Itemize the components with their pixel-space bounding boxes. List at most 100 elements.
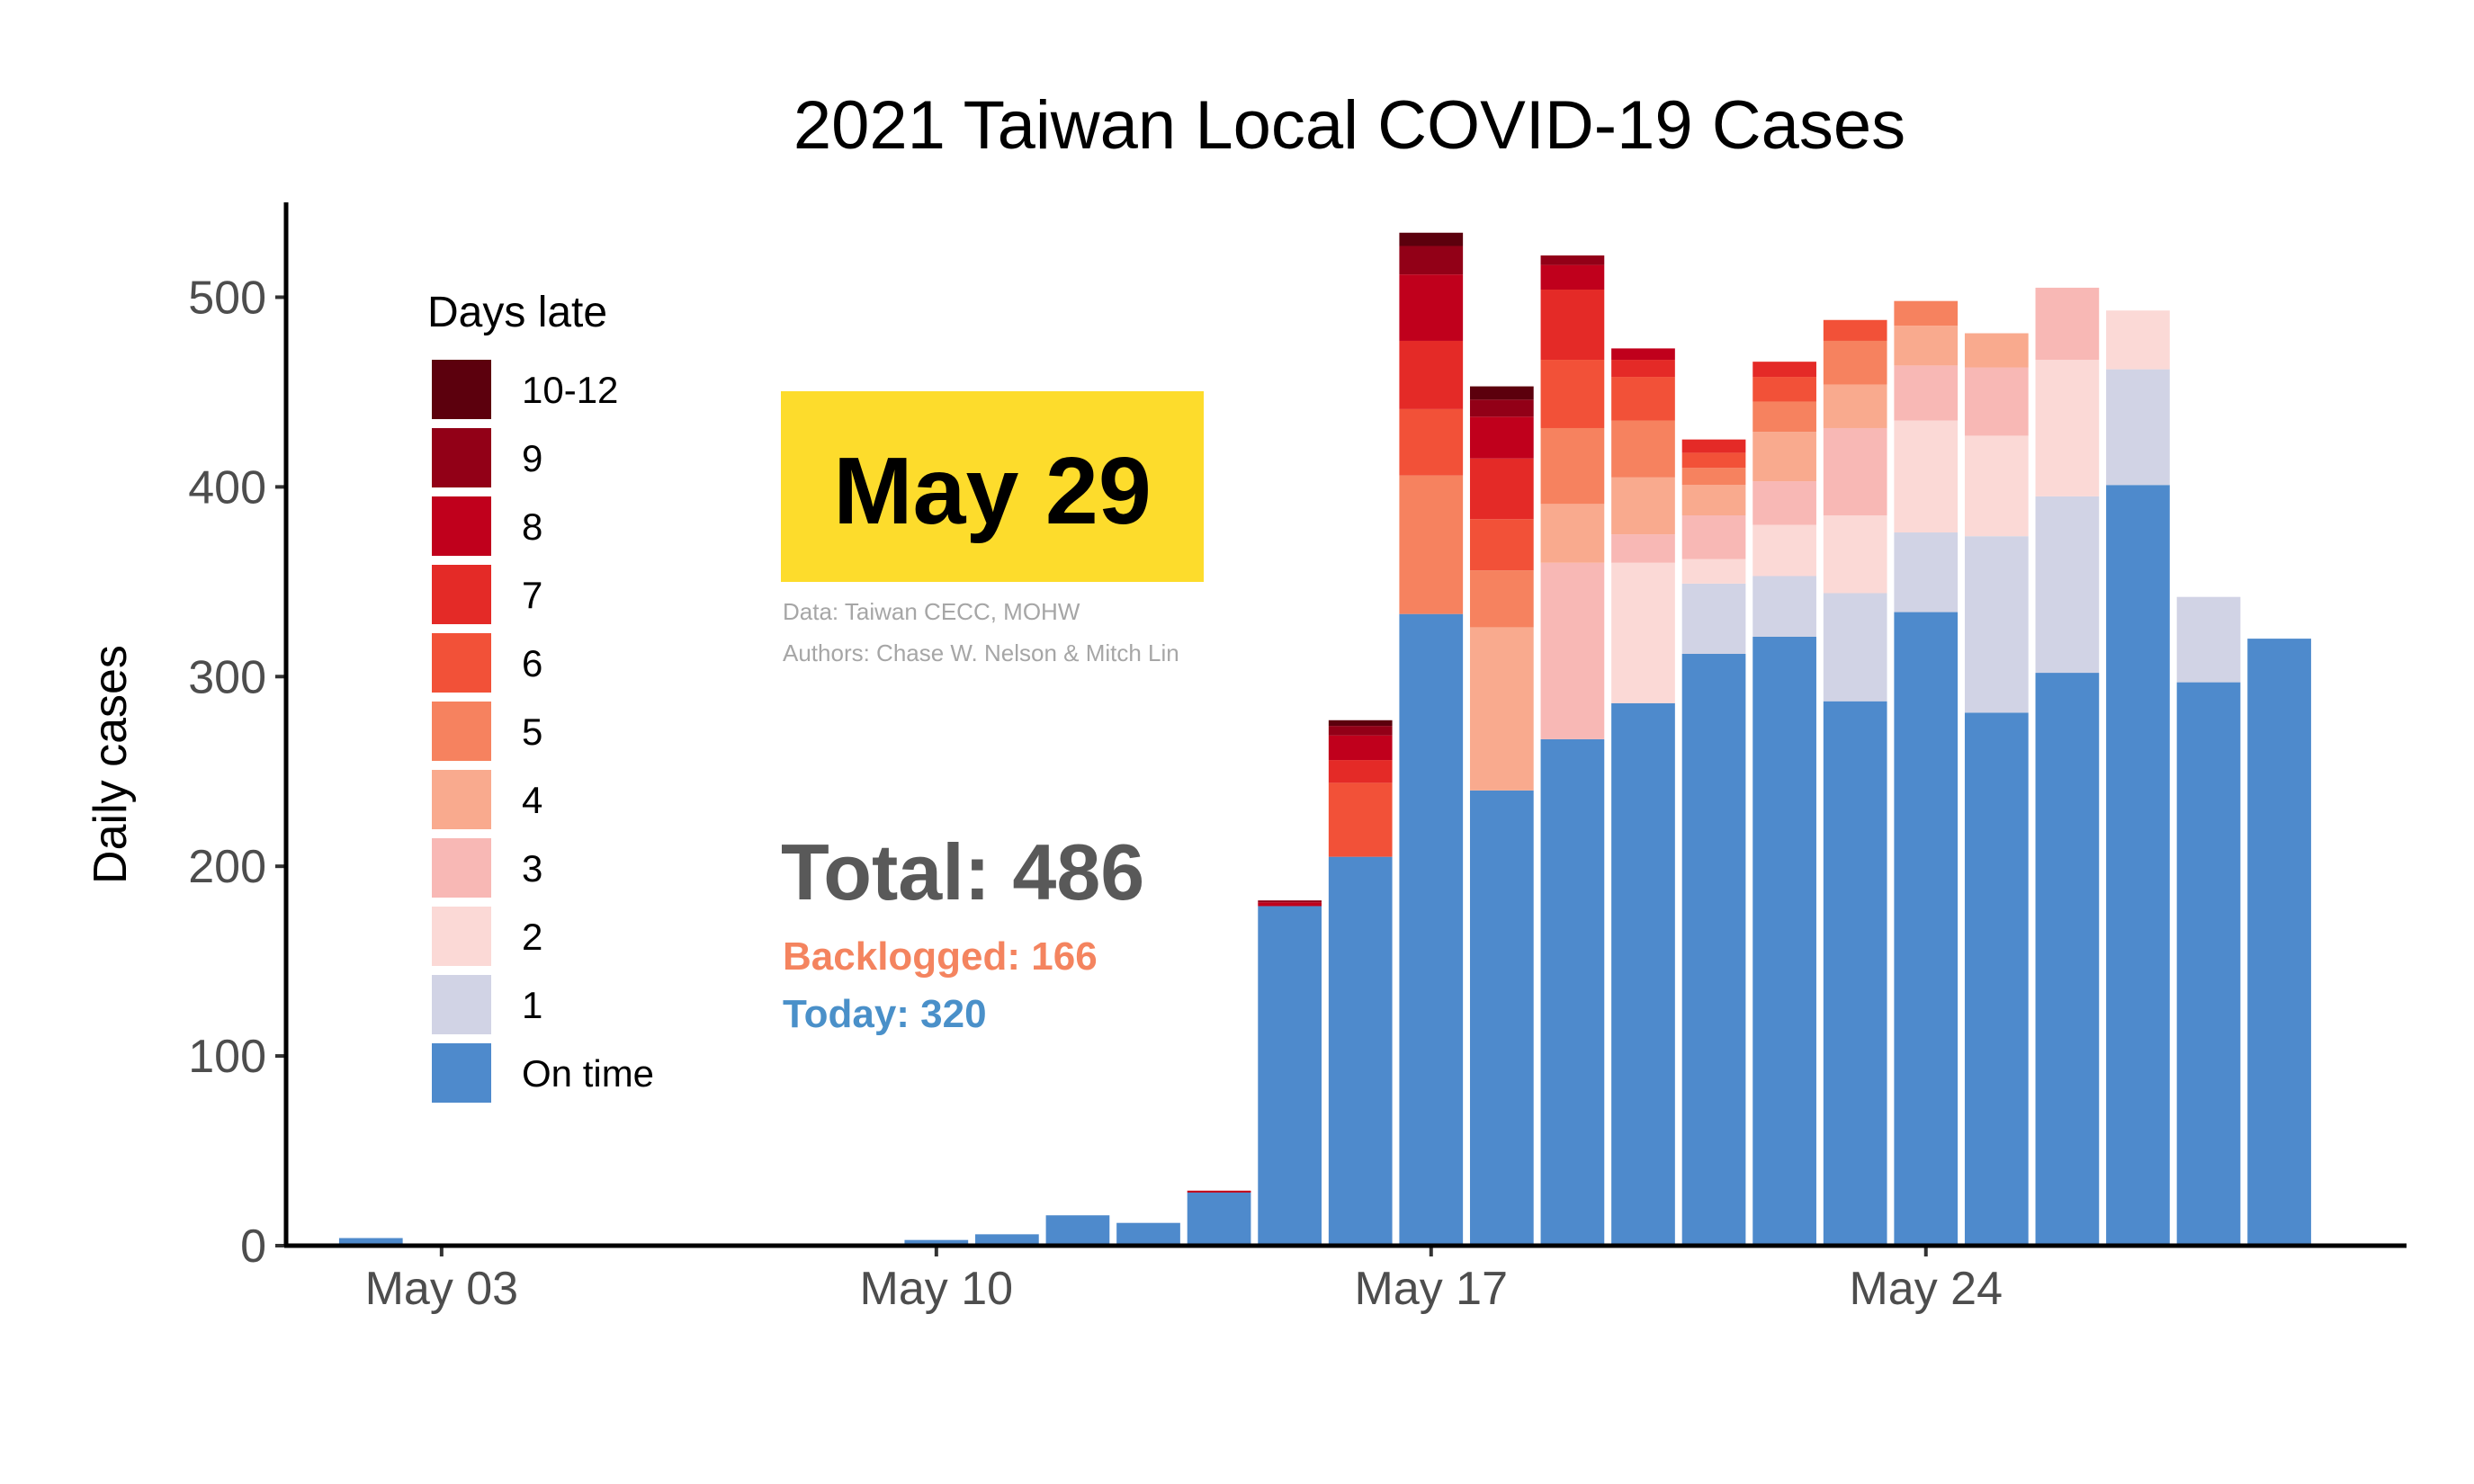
bar-segment-may25-series4: [1964, 333, 2029, 368]
bar-segment-may18-series10: [1469, 386, 1534, 400]
bar-segment-may17-series5: [1399, 475, 1464, 614]
bar-segment-may21-series0: [1681, 653, 1746, 1246]
bar-segment-may17-series9: [1399, 246, 1464, 275]
bar-segment-may18-series6: [1469, 519, 1534, 571]
total-label: Total: 486: [781, 827, 1144, 916]
legend-label: 3: [522, 847, 542, 890]
bar-segment-may20-series3: [1611, 534, 1675, 563]
bar-segment-may16-series6: [1328, 782, 1393, 857]
backlogged-label: Backlogged: 166: [783, 934, 1098, 979]
bar-segment-may13-series0: [1116, 1222, 1180, 1246]
y-tick-label: 100: [188, 1031, 266, 1083]
bar-segment-may17-series10: [1399, 232, 1464, 246]
y-tick-label: 200: [188, 841, 266, 893]
legend-swatch: [432, 565, 491, 624]
bar-segment-may22-series0: [1752, 636, 1816, 1246]
bar-segment-may14-series0: [1187, 1192, 1251, 1246]
bar-segment-may21-series3: [1681, 515, 1746, 559]
bar-segment-may18-series4: [1469, 627, 1534, 791]
bar-segment-may28-series0: [2176, 682, 2241, 1246]
legend-swatch: [432, 838, 491, 898]
bar-segment-may20-series8: [1611, 348, 1675, 361]
x-tick-label: May 24: [1849, 1263, 2003, 1315]
bar-segment-may20-series6: [1611, 377, 1675, 421]
bar-segment-may25-series0: [1964, 712, 2029, 1246]
bar-segment-may19-series5: [1540, 427, 1605, 505]
bar-segment-may22-series1: [1752, 576, 1816, 637]
bar-segment-may14-series8: [1187, 1190, 1251, 1193]
bar-segment-may28-series1: [2176, 596, 2241, 683]
bar-segment-may26-series2: [2035, 360, 2100, 496]
legend-label: 9: [522, 437, 542, 479]
bar-segment-may21-series5: [1681, 468, 1746, 486]
bar-segment-may23-series4: [1823, 384, 1887, 428]
legend-label: 7: [522, 574, 542, 616]
bar-segment-may24-series1: [1894, 532, 1959, 612]
legend-label: 6: [522, 642, 542, 684]
bar-segment-may2-series0: [338, 1238, 403, 1246]
bar-segment-may15-series9: [1258, 900, 1322, 903]
bar-segment-may20-series0: [1611, 702, 1675, 1246]
bar-segment-may16-series8: [1328, 735, 1393, 761]
chart-title: 2021 Taiwan Local COVID-19 Cases: [793, 87, 1905, 164]
bar-segment-may22-series2: [1752, 524, 1816, 577]
bar-segment-may16-series9: [1328, 726, 1393, 736]
bar-segment-may27-series1: [2106, 369, 2170, 486]
legend-label: 1: [522, 984, 542, 1026]
bar-segment-may23-series6: [1823, 319, 1887, 341]
bar-segment-may25-series1: [1964, 536, 2029, 713]
bar-segment-may23-series3: [1823, 427, 1887, 515]
bar-segment-may24-series3: [1894, 365, 1959, 421]
date-label: May 29: [833, 438, 1152, 544]
bar-segment-may12-series0: [1045, 1215, 1110, 1246]
bar-segment-may15-series0: [1258, 906, 1322, 1246]
bar-segment-may26-series0: [2035, 673, 2100, 1246]
bar-segment-may23-series0: [1823, 701, 1887, 1246]
legend-swatch: [432, 496, 491, 556]
bar-segment-may22-series5: [1752, 401, 1816, 433]
legend-swatch: [432, 360, 491, 419]
data-credit: Data: Taiwan CECC, MOHW: [783, 598, 1080, 625]
bar-segment-may17-series0: [1399, 613, 1464, 1246]
bar-segment-may15-series8: [1258, 902, 1322, 907]
bar-segment-may18-series7: [1469, 458, 1534, 520]
y-axis-label: Daily cases: [85, 645, 137, 884]
x-axis-ticks: May 03 May 10 May 17 May 24: [365, 1246, 2003, 1315]
bar-segment-may19-series8: [1540, 264, 1605, 291]
bar-segment-may18-series5: [1469, 570, 1534, 628]
bar-segment-may21-series6: [1681, 452, 1746, 469]
bar-segment-may19-series0: [1540, 738, 1605, 1246]
bar-segment-may24-series5: [1894, 300, 1959, 326]
bar-segment-may16-series10: [1328, 720, 1393, 727]
y-tick-label: 500: [188, 272, 266, 324]
bar-segment-may11-series0: [975, 1234, 1039, 1246]
bar-segment-may20-series2: [1611, 562, 1675, 703]
date-box: [781, 391, 1204, 582]
bar-segment-may16-series7: [1328, 760, 1393, 783]
bar-segment-may22-series4: [1752, 432, 1816, 482]
bar-segment-may24-series0: [1894, 612, 1959, 1246]
author-credit: Authors: Chase W. Nelson & Mitch Lin: [783, 639, 1179, 666]
bar-segment-may21-series2: [1681, 559, 1746, 584]
bar-segment-may10-series0: [904, 1239, 969, 1246]
y-tick-label: 300: [188, 651, 266, 703]
bar-segment-may18-series0: [1469, 790, 1534, 1246]
bar-segment-may20-series7: [1611, 360, 1675, 378]
x-tick-label: May 17: [1355, 1263, 1509, 1315]
legend-label: 4: [522, 779, 542, 821]
y-tick-label: 0: [240, 1220, 266, 1273]
legend-swatch: [432, 770, 491, 829]
y-tick-label: 400: [188, 461, 266, 514]
bar-segment-may22-series3: [1752, 481, 1816, 525]
legend-swatch: [432, 975, 491, 1034]
bar-segment-may19-series7: [1540, 290, 1605, 361]
bar-segment-may23-series1: [1823, 593, 1887, 702]
bar-segment-may21-series4: [1681, 485, 1746, 515]
legend-title: Days late: [427, 289, 607, 336]
bar-segment-may19-series9: [1540, 255, 1605, 265]
bar-segment-may22-series7: [1752, 362, 1816, 378]
legend-label: 8: [522, 505, 542, 548]
bars: [338, 232, 2311, 1246]
bar-segment-may23-series2: [1823, 515, 1887, 594]
